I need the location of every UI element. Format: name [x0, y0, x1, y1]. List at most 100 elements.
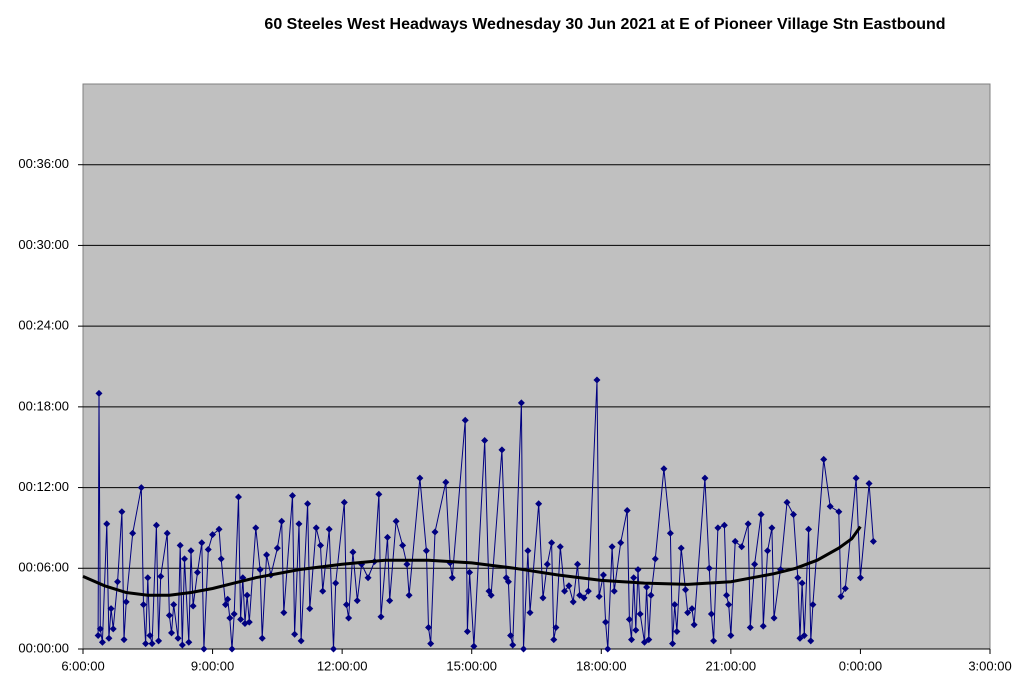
data-point	[604, 645, 612, 653]
data-point	[243, 591, 251, 599]
data-point	[399, 541, 407, 549]
data-point	[794, 574, 802, 582]
x-tick-label: 15:00:00	[446, 658, 497, 673]
data-point	[278, 517, 286, 525]
data-point	[671, 601, 679, 609]
data-point	[137, 484, 145, 492]
data-point	[807, 637, 815, 645]
data-point	[258, 634, 266, 642]
data-point	[288, 492, 296, 500]
data-point	[342, 601, 350, 609]
data-point	[193, 568, 201, 576]
data-point	[723, 591, 731, 599]
data-point	[109, 625, 117, 633]
data-point	[565, 582, 573, 590]
data-point	[237, 615, 245, 623]
data-point	[304, 500, 312, 508]
data-point	[645, 636, 653, 644]
data-point	[731, 537, 739, 545]
data-point	[103, 520, 111, 528]
data-point	[682, 586, 690, 594]
data-point	[630, 574, 638, 582]
data-point	[865, 480, 873, 488]
data-point	[180, 555, 188, 563]
data-point	[552, 623, 560, 631]
plot-area	[82, 83, 991, 650]
data-point	[139, 601, 147, 609]
data-point	[168, 629, 176, 637]
data-point	[228, 645, 236, 653]
data-point	[669, 640, 677, 648]
data-point	[297, 637, 305, 645]
data-point	[256, 566, 264, 574]
data-point	[690, 621, 698, 629]
data-point	[640, 638, 648, 646]
data-point	[94, 632, 102, 640]
data-point	[673, 628, 681, 636]
data-point	[751, 560, 759, 568]
data-point	[226, 614, 234, 622]
data-point	[252, 524, 260, 532]
data-point	[688, 605, 696, 613]
data-point	[543, 560, 551, 568]
data-point	[176, 541, 184, 549]
data-point	[98, 638, 106, 646]
data-point	[789, 510, 797, 518]
y-tick-label: 00:36:00	[18, 156, 69, 171]
data-point	[593, 376, 601, 384]
data-point	[403, 560, 411, 568]
data-point	[152, 521, 160, 529]
data-point	[584, 587, 592, 595]
data-point	[666, 529, 674, 537]
data-point	[507, 632, 515, 640]
x-tick-label: 0:00:00	[839, 658, 882, 673]
data-point	[576, 591, 584, 599]
data-point	[95, 389, 103, 397]
data-point	[759, 622, 767, 630]
data-point	[677, 544, 685, 552]
data-point	[295, 520, 303, 528]
data-point	[263, 551, 271, 559]
data-point	[425, 623, 433, 631]
chart-title: 60 Steeles West Headways Wednesday 30 Ju…	[264, 16, 945, 33]
data-point	[628, 636, 636, 644]
data-point	[217, 555, 225, 563]
data-point	[187, 547, 195, 555]
data-point	[245, 618, 253, 626]
data-point	[340, 498, 348, 506]
data-point	[142, 640, 150, 648]
data-point	[416, 474, 424, 482]
data-point	[185, 638, 193, 646]
x-tick-label: 12:00:00	[317, 658, 368, 673]
data-point	[608, 543, 616, 551]
data-point	[306, 605, 314, 613]
data-point	[209, 531, 217, 539]
data-point	[470, 642, 478, 650]
data-point	[701, 474, 709, 482]
data-point	[230, 610, 238, 618]
data-point	[725, 601, 733, 609]
data-point	[738, 543, 746, 551]
data-point	[550, 636, 558, 644]
data-point	[768, 524, 776, 532]
data-point	[625, 615, 633, 623]
data-point	[504, 578, 512, 586]
data-point	[280, 609, 288, 617]
data-point	[634, 566, 642, 574]
x-tick-label: 21:00:00	[706, 658, 757, 673]
data-point	[178, 641, 186, 649]
data-point	[377, 613, 385, 621]
data-point	[204, 545, 212, 553]
data-point	[105, 634, 113, 642]
data-point	[174, 634, 182, 642]
data-point	[714, 524, 722, 532]
data-point	[215, 525, 223, 533]
data-point	[744, 520, 752, 528]
data-point	[317, 541, 325, 549]
data-point	[535, 500, 543, 508]
data-point	[120, 636, 128, 644]
data-point	[757, 510, 765, 518]
data-point	[841, 584, 849, 592]
data-point	[852, 474, 860, 482]
